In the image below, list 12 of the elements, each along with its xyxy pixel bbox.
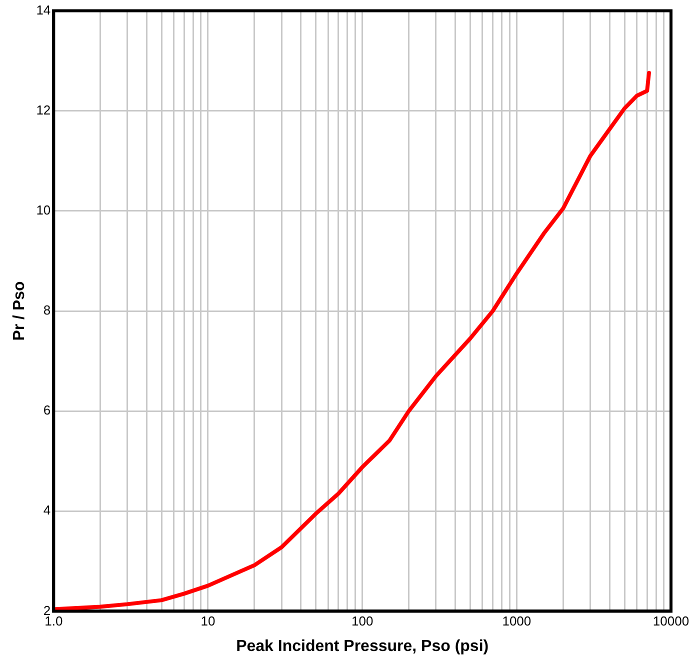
y-tick-label: 12 (36, 102, 51, 118)
x-tick-label: 10000 (652, 614, 690, 629)
x-tick-label: 100 (351, 614, 374, 629)
y-tick-label: 6 (43, 402, 51, 418)
x-tick-label: 10 (200, 614, 216, 629)
x-axis-title: Peak Incident Pressure, Pso (psi) (236, 638, 489, 655)
x-tick-label: 1000 (502, 614, 532, 629)
y-tick-label: 8 (43, 302, 51, 318)
y-tick-label: 14 (36, 2, 51, 18)
y-tick-label: 4 (43, 502, 51, 518)
y-tick-label: 10 (36, 202, 51, 218)
y-axis-title: Pr / Pso (11, 280, 28, 341)
